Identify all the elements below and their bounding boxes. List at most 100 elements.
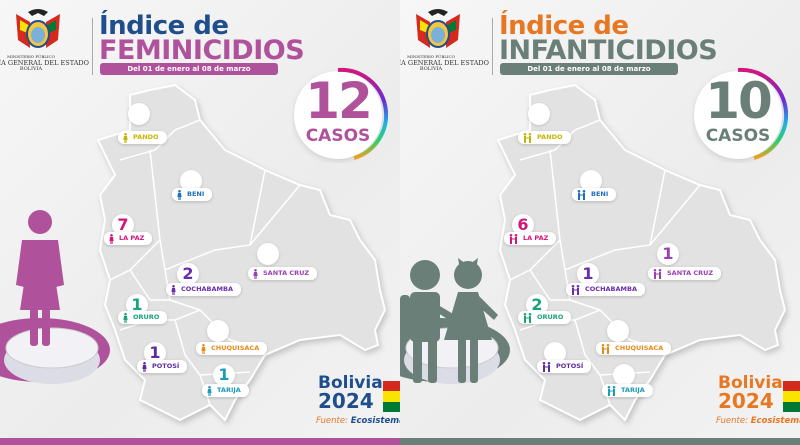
- header-divider: [492, 18, 493, 75]
- header-divider: [92, 18, 93, 75]
- infanticidios-panel: MINISTERIO PÚBLICO FISCALÍA GENERAL DEL …: [400, 0, 800, 445]
- bolivia-flag: [383, 381, 400, 412]
- total-cases-label: CASOS: [705, 126, 771, 146]
- region-name: SANTA CRUZ: [263, 269, 310, 277]
- region-label-oruro: ORURO: [118, 311, 168, 324]
- feminicidios-panel: MINISTERIO PÚBLICO FISCALÍA GENERAL DEL …: [0, 0, 400, 445]
- woman-icon: [142, 361, 147, 372]
- figure-on-pedestal: [400, 258, 510, 384]
- bolivia-2024-brand: Bolivia 2024: [718, 375, 783, 413]
- total-cases-label: CASOS: [305, 126, 371, 146]
- region-label-potosi: POTOSÍ: [137, 360, 188, 373]
- region-label-cochabamba: COCHABAMBA: [166, 283, 241, 296]
- region-count-potosi: [544, 342, 566, 364]
- region-count-oruro: 1: [126, 294, 148, 316]
- region-count-tarija: 1: [213, 364, 235, 386]
- region-label-oruro: ORURO: [518, 311, 572, 324]
- region-label-beni: BENI: [572, 188, 617, 201]
- region-name: TARIJA: [621, 386, 645, 394]
- children-icon: [653, 268, 662, 279]
- region-label-santa-cruz: SANTA CRUZ: [648, 267, 722, 280]
- source-value: Ecosistema JL: [750, 416, 800, 426]
- woman-figure-icon: [16, 210, 64, 346]
- bolivia-map: [96, 83, 387, 422]
- region-count-santa-cruz: [257, 243, 279, 265]
- title-line2: INFANTICIDIOS: [499, 35, 718, 66]
- region-label-potosi: POTOSÍ: [537, 360, 592, 373]
- region-name: BENI: [591, 190, 609, 198]
- region-label-la-paz: LA PAZ: [104, 232, 153, 245]
- woman-icon: [253, 268, 258, 279]
- woman-icon: [177, 189, 182, 200]
- org-line1: MINISTERIO PÚBLICO: [407, 54, 455, 59]
- woman-icon: [123, 132, 128, 143]
- region-name: ORURO: [133, 313, 160, 321]
- bottom-bar: [0, 438, 400, 445]
- flag-stripe: [383, 401, 400, 412]
- children-icon: [571, 284, 580, 295]
- flag-stripe: [383, 391, 400, 402]
- map-outline: [496, 83, 787, 422]
- region-count-cochabamba: 1: [577, 263, 599, 285]
- region-label-chuquisaca: CHUQUISACA: [596, 342, 672, 355]
- coat-of-arms-logo: [16, 9, 60, 48]
- region-count-tarija: [613, 364, 635, 386]
- source-note: Fuente: Ecosistema JL: [716, 416, 800, 426]
- region-label-pando: PANDO: [118, 131, 167, 144]
- region-name: PANDO: [133, 133, 159, 141]
- region-name: PANDO: [537, 133, 563, 141]
- region-label-pando: PANDO: [518, 131, 571, 144]
- date-range-badge: Del 01 de enero al 08 de marzo: [100, 63, 278, 75]
- title-line1: Índice de: [499, 11, 629, 41]
- children-icon: [542, 361, 551, 372]
- region-name: SANTA CRUZ: [667, 269, 714, 277]
- woman-icon: [109, 233, 114, 244]
- region-count-la-paz: 6: [512, 214, 534, 236]
- title-line1: Índice de: [99, 11, 229, 41]
- region-name: POTOSÍ: [152, 362, 180, 370]
- region-name: LA PAZ: [119, 234, 145, 242]
- region-label-la-paz: LA PAZ: [504, 232, 557, 245]
- total-cases-number: 10: [705, 72, 773, 130]
- region-count-pando: [528, 103, 550, 125]
- region-name: COCHABAMBA: [585, 285, 637, 293]
- figure-on-pedestal: [0, 210, 110, 384]
- org-line1: MINISTERIO PÚBLICO: [7, 54, 55, 59]
- region-count-beni: [180, 170, 202, 192]
- region-count-oruro: 2: [526, 294, 548, 316]
- brand-line1: Bolivia: [318, 373, 383, 393]
- region-label-tarija: TARIJA: [602, 384, 653, 397]
- children-icon: [509, 233, 518, 244]
- woman-icon: [123, 312, 128, 323]
- children-icon: [523, 312, 532, 323]
- total-cases-ring: [294, 67, 388, 160]
- region-name: CHUQUISACA: [211, 344, 260, 352]
- region-name: BENI: [187, 190, 205, 198]
- map-outline: [96, 83, 387, 422]
- region-count-beni: [580, 170, 602, 192]
- org-line2: FISCALÍA GENERAL DEL ESTADO: [0, 58, 89, 67]
- children-icon: [607, 385, 616, 396]
- region-label-cochabamba: COCHABAMBA: [566, 283, 645, 296]
- pedestal-top: [5, 327, 99, 369]
- region-count-cochabamba: 2: [177, 263, 199, 285]
- region-count-santa-cruz: 1: [657, 243, 679, 265]
- woman-icon: [171, 284, 176, 295]
- brand-line2: 2024: [718, 389, 774, 413]
- org-line3: BOLIVIA: [419, 66, 443, 73]
- woman-icon: [201, 343, 206, 354]
- org-line3: BOLIVIA: [19, 66, 43, 73]
- children-icon: [523, 132, 532, 143]
- coat-of-arms-logo: [416, 9, 460, 48]
- flag-stripe: [383, 381, 400, 392]
- org-line2: FISCALÍA GENERAL DEL ESTADO: [400, 58, 489, 67]
- children-figure-icon: [400, 258, 498, 383]
- children-icon: [601, 343, 610, 354]
- bolivia-flag: [783, 381, 800, 412]
- region-label-chuquisaca: CHUQUISACA: [196, 342, 268, 355]
- source-label: Fuente:: [716, 416, 748, 426]
- bolivia-2024-brand: Bolivia 2024: [318, 373, 383, 412]
- region-name: LA PAZ: [523, 234, 549, 242]
- organization-name: MINISTERIO PÚBLICO FISCALÍA GENERAL DEL …: [0, 54, 92, 73]
